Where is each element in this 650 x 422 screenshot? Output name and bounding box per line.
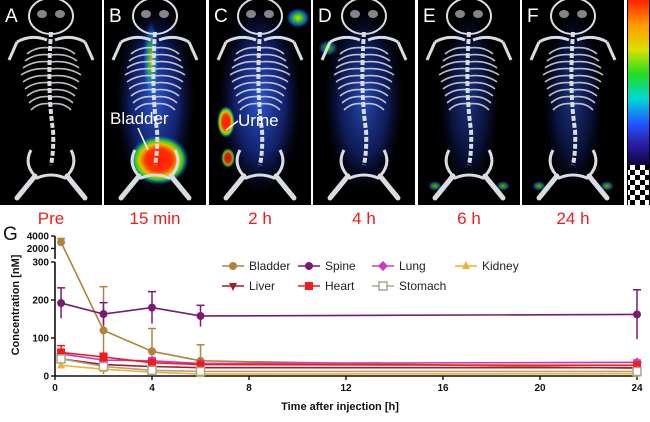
series-line-spine bbox=[60, 302, 638, 317]
panel-letter-d: D bbox=[318, 6, 332, 27]
x-tick-label: 24 bbox=[631, 383, 643, 394]
time-label-c: 2 h bbox=[248, 209, 272, 228]
panel-letter-c: C bbox=[214, 6, 228, 27]
image-panel-a: A bbox=[0, 0, 102, 205]
time-label-d: 4 h bbox=[352, 209, 376, 228]
bladder-annotation: Bladder bbox=[110, 109, 169, 128]
time-labels: Pre 15 min 2 h 4 h 6 h 24 h bbox=[38, 209, 590, 228]
panel-letter-e: E bbox=[423, 6, 436, 27]
legend-marker-bladder bbox=[229, 262, 237, 270]
y-tick-label: 100 bbox=[32, 334, 49, 345]
legend-item-kidney: Kidney bbox=[455, 259, 519, 273]
legend-marker-lung bbox=[378, 261, 388, 271]
y-tick-label: 4000 bbox=[27, 232, 50, 243]
legend-item-liver: Liver bbox=[222, 279, 275, 293]
bladder-pointer bbox=[137, 127, 149, 151]
data-point-spine bbox=[148, 303, 156, 312]
urine-pointer bbox=[225, 120, 239, 131]
time-label-e: 6 h bbox=[457, 209, 481, 228]
legend-item-lung: Lung bbox=[372, 259, 426, 273]
x-tick-label: 8 bbox=[246, 383, 252, 394]
x-tick-label: 0 bbox=[52, 383, 58, 394]
y-tick-label: 300 bbox=[32, 258, 49, 269]
image-panel-f: F bbox=[522, 0, 624, 205]
colorbar bbox=[627, 0, 650, 205]
data-point-kidney bbox=[57, 360, 66, 369]
image-panel-b: B bbox=[104, 0, 206, 205]
legend-label-kidney: Kidney bbox=[482, 259, 519, 273]
legend-marker-spine bbox=[305, 262, 313, 270]
data-point-heart bbox=[99, 353, 108, 361]
y-axis-title: Concentration [nM] bbox=[10, 254, 22, 355]
data-point-spine bbox=[57, 299, 66, 308]
legend-item-bladder: Bladder bbox=[222, 259, 290, 273]
legend-label-spine: Spine bbox=[325, 259, 356, 273]
data-point-heart bbox=[633, 361, 641, 370]
x-axis-title: Time after injection [h] bbox=[281, 401, 399, 413]
data-point-stomach bbox=[632, 366, 642, 377]
time-label-f: 24 h bbox=[556, 209, 589, 228]
time-label-a: Pre bbox=[38, 209, 64, 228]
urine-annotation: Urine bbox=[238, 111, 279, 130]
legend-marker-heart bbox=[305, 282, 313, 290]
series-markers bbox=[56, 238, 642, 378]
data-point-bladder bbox=[57, 238, 66, 247]
imaging-panels: A B C D E F bbox=[0, 0, 624, 205]
data-point-heart bbox=[148, 358, 156, 367]
panel-letter-f: F bbox=[527, 6, 539, 27]
data-point-stomach bbox=[195, 366, 206, 377]
data-point-spine bbox=[633, 310, 641, 319]
data-point-stomach bbox=[56, 354, 66, 364]
y-tick-label: 2000 bbox=[27, 244, 50, 255]
chart-panel-letter: G bbox=[3, 224, 18, 245]
data-point-stomach bbox=[147, 365, 157, 376]
x-tick-label: 12 bbox=[340, 383, 352, 394]
data-point-spine bbox=[99, 310, 108, 319]
data-point-heart bbox=[196, 360, 205, 369]
data-point-bladder bbox=[99, 326, 108, 335]
legend-marker-kidney bbox=[462, 261, 470, 269]
x-tick-label: 20 bbox=[534, 383, 546, 394]
legend-item-heart: Heart bbox=[298, 279, 355, 293]
y-tick-label: 200 bbox=[32, 296, 49, 307]
x-tick-label: 16 bbox=[437, 383, 449, 394]
image-panel-c: C bbox=[209, 0, 311, 205]
panel-letter-b: B bbox=[109, 6, 122, 27]
image-panel-e: E bbox=[418, 0, 520, 205]
chart-legend: Bladder Spine Lung Kidney Liver Heart Stomach bbox=[222, 259, 519, 293]
data-point-heart bbox=[57, 348, 66, 357]
y-tick-label: 0 bbox=[43, 372, 49, 383]
data-point-bladder bbox=[148, 347, 156, 356]
legend-item-stomach: Stomach bbox=[372, 279, 446, 293]
legend-item-spine: Spine bbox=[298, 259, 356, 273]
data-point-stomach bbox=[98, 361, 109, 372]
data-point-spine bbox=[196, 311, 205, 320]
legend-label-lung: Lung bbox=[399, 259, 426, 273]
legend-label-liver: Liver bbox=[249, 279, 275, 293]
legend-label-stomach: Stomach bbox=[399, 279, 446, 293]
legend-marker-liver bbox=[229, 283, 237, 291]
time-label-b: 15 min bbox=[129, 209, 180, 228]
legend-marker-stomach bbox=[378, 281, 388, 291]
panel-letter-a: A bbox=[5, 6, 18, 27]
legend-label-heart: Heart bbox=[325, 279, 355, 293]
legend-label-bladder: Bladder bbox=[249, 259, 290, 273]
image-panel-d: D bbox=[313, 0, 415, 205]
x-tick-label: 4 bbox=[149, 383, 155, 394]
